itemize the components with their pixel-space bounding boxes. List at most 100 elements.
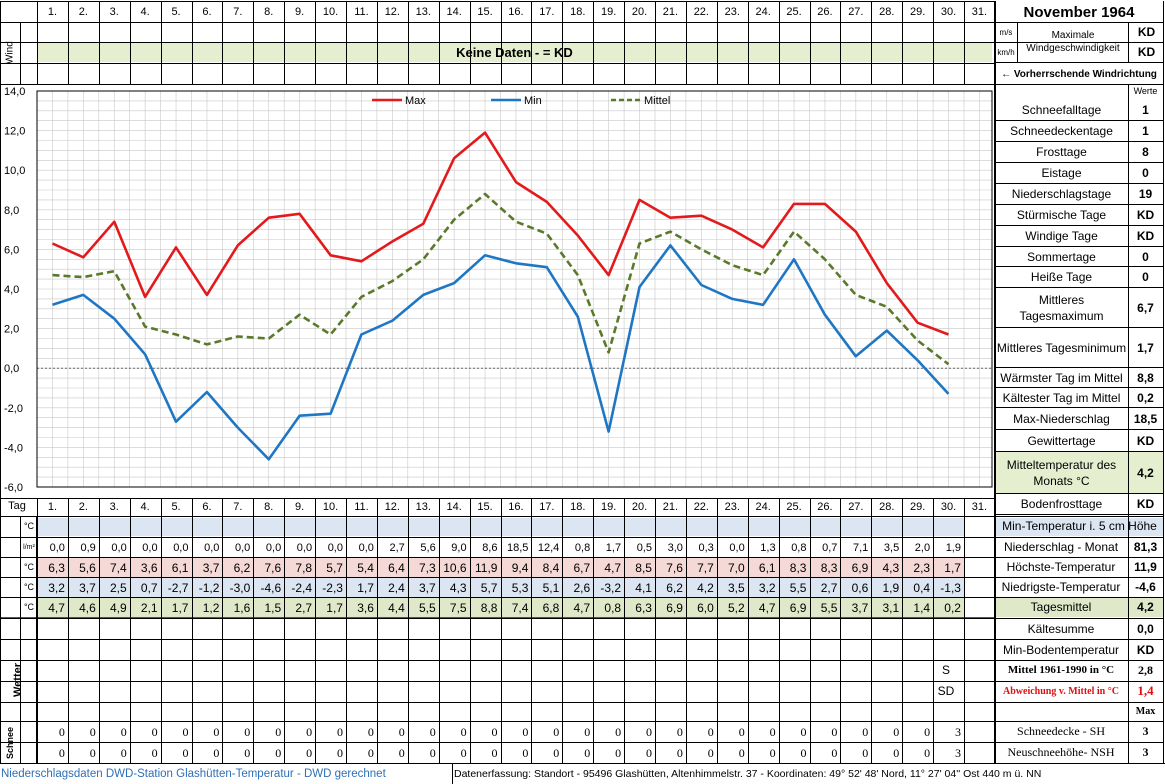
top-day-label: 12. xyxy=(384,6,400,18)
max-cell: 6,1 xyxy=(758,560,776,575)
nsh-cell: 0 xyxy=(491,746,498,760)
bottom-day-label: 4. xyxy=(140,500,150,513)
h-rule xyxy=(0,42,995,43)
max-cell: 3,6 xyxy=(140,560,158,575)
nsh-cell: 0 xyxy=(336,746,343,760)
sh-cell: 0 xyxy=(553,725,560,739)
min-cell: 4,3 xyxy=(449,580,467,595)
h-rule xyxy=(994,721,1163,722)
nsh-cell: 0 xyxy=(460,746,467,760)
bottom-day-label: 1. xyxy=(47,500,58,513)
v-rule xyxy=(964,1,965,84)
sh-cell: 0 xyxy=(676,725,683,739)
bottom-day-label: 2. xyxy=(78,500,88,513)
v-rule xyxy=(37,1,38,84)
mean-cell: 5,5 xyxy=(820,600,838,615)
nsh-label: Neuschneehöhe- NSH xyxy=(1007,745,1115,759)
max-cell: 4,3 xyxy=(882,560,900,575)
h-rule xyxy=(995,162,1163,163)
row-band xyxy=(37,42,992,62)
max-temp-label: Höchste-Temperatur xyxy=(1006,560,1116,574)
nsh-cell: 0 xyxy=(676,746,683,760)
sh-cell: 0 xyxy=(89,725,96,739)
precip-cell: 0,3 xyxy=(698,541,714,554)
v-rule xyxy=(964,498,965,763)
sh-cell: 0 xyxy=(306,725,313,739)
stat-label: Heiße Tage xyxy=(1030,270,1093,284)
max-cell: 8,3 xyxy=(789,560,807,575)
bottom-day-label: 8. xyxy=(264,500,274,513)
v-rule xyxy=(562,498,564,763)
bottom-day-label: 5. xyxy=(171,500,181,513)
y-tick-label: 8,0 xyxy=(4,205,19,217)
max-cell: 1,7 xyxy=(944,560,961,575)
stat-label: Mittleres Tagesminimum xyxy=(996,340,1127,355)
y-tick-label: 4,0 xyxy=(4,284,19,296)
mean-cell: 3,1 xyxy=(882,600,900,615)
precip-cell: 0,0 xyxy=(111,541,127,554)
sh-cell: 0 xyxy=(491,725,498,739)
min-cell: 3,7 xyxy=(419,580,436,595)
sh-cell: 0 xyxy=(831,725,838,739)
bottom-day-label: 30. xyxy=(940,500,957,513)
v-rule xyxy=(98,1,100,84)
sh-label: Schneedecke - SH xyxy=(1017,724,1105,738)
top-day-label: 29. xyxy=(909,6,926,18)
h-rule xyxy=(0,498,995,499)
unit-c-mean: °C xyxy=(23,602,35,612)
mean-cell: 5,5 xyxy=(419,600,436,615)
footer-left: Niederschlagsdaten DWD-Station Glashütte… xyxy=(1,768,386,780)
stat-value: 0 xyxy=(1142,249,1149,264)
h-rule xyxy=(995,141,1163,142)
mean-cell: 4,7 xyxy=(758,600,776,615)
v-rule xyxy=(994,1,996,763)
stat-label: Schneedeckentage xyxy=(1010,124,1113,138)
stat-value: 0,2 xyxy=(1137,390,1154,405)
precip-cell: 0,0 xyxy=(729,541,745,554)
row-band xyxy=(996,518,1163,536)
top-day-label: 3. xyxy=(109,6,119,18)
werte-label: Werte xyxy=(1133,86,1158,96)
nsh-cell: 0 xyxy=(275,746,282,760)
min-temp-5cm-label: Min-Temperatur i. 5 cm Höhe xyxy=(1002,519,1157,533)
top-day-label: 19. xyxy=(600,6,617,18)
mean-cell: 3,6 xyxy=(357,600,374,615)
h-rule xyxy=(995,327,1163,328)
wetter-label: Wetter xyxy=(12,662,24,698)
top-day-label: 1. xyxy=(47,6,58,18)
h-rule xyxy=(0,577,995,578)
min-cell: 5,5 xyxy=(789,580,807,595)
h-rule xyxy=(994,537,1163,538)
h-rule xyxy=(994,22,1163,23)
min-boden-label: Min-Bodentemperatur xyxy=(1002,643,1120,657)
bottom-day-label: 10. xyxy=(322,500,339,513)
h-rule xyxy=(0,660,995,661)
nsh-cell: 0 xyxy=(213,746,220,760)
bottom-day-label: 9. xyxy=(295,500,305,513)
max-cell: 5,7 xyxy=(326,560,343,575)
min-cell: -3,2 xyxy=(600,580,622,595)
precip-cell: 0,0 xyxy=(358,541,374,554)
y-tick-label: -2,0 xyxy=(4,403,23,415)
v-rule xyxy=(376,1,378,84)
v-rule xyxy=(840,1,842,84)
mean-cell: 4,4 xyxy=(388,600,405,615)
sh-cell: 0 xyxy=(275,725,282,739)
top-day-label: 9. xyxy=(295,6,305,18)
min-cell: -3,0 xyxy=(229,580,251,595)
stat-label: Eistage xyxy=(1041,166,1082,180)
h-rule xyxy=(0,617,995,618)
v-rule xyxy=(438,1,440,84)
stat-value: KD xyxy=(1136,208,1155,222)
y-tick-label: 14,0 xyxy=(4,86,25,98)
unit-ms: m/s xyxy=(999,27,1013,37)
h-rule xyxy=(0,597,995,598)
unit-lm2: l/m² xyxy=(23,543,35,551)
max-cell: 6,1 xyxy=(171,560,189,575)
nsh-cell: 0 xyxy=(182,746,189,760)
min-cell: 3,5 xyxy=(728,580,745,595)
h-rule xyxy=(0,84,995,85)
temperature-chart: 14,0 12,0 10,0 8,0 6,0 4,0 2,0 0,0 -2,0 -4,0 -6,0 M… xyxy=(4,86,993,494)
v-rule xyxy=(655,1,656,84)
mean-cell: 1,5 xyxy=(264,600,282,615)
